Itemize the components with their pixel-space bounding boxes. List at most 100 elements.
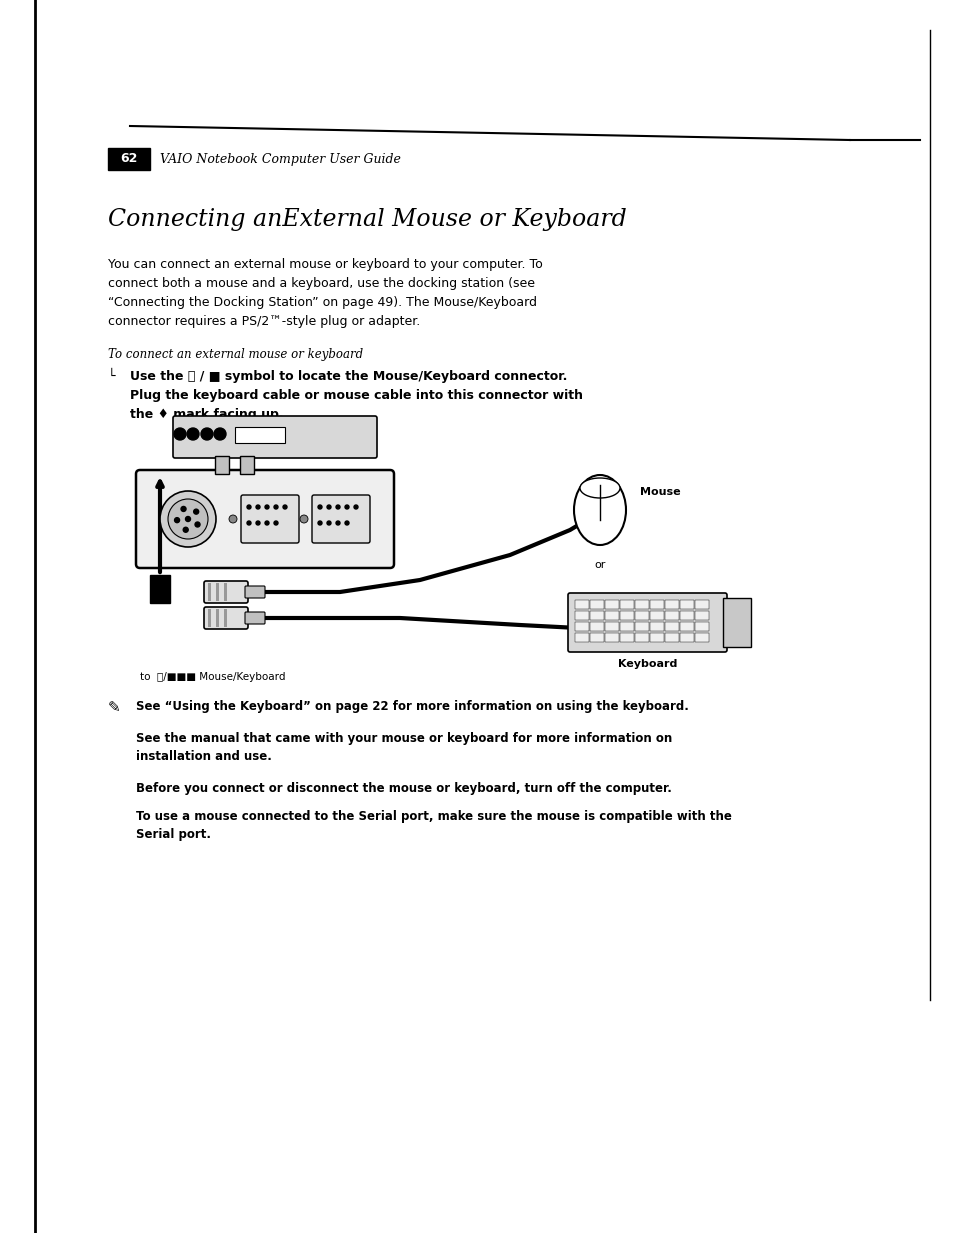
Circle shape <box>194 522 200 526</box>
Bar <box>619 612 634 620</box>
Text: the ♦ mark facing up.: the ♦ mark facing up. <box>130 408 283 420</box>
Circle shape <box>193 509 198 514</box>
Circle shape <box>345 506 349 509</box>
Ellipse shape <box>579 478 619 498</box>
Circle shape <box>201 428 213 440</box>
Bar <box>575 612 588 620</box>
Circle shape <box>185 517 191 522</box>
Circle shape <box>247 522 251 525</box>
Circle shape <box>229 515 236 523</box>
Bar <box>695 633 708 642</box>
FancyBboxPatch shape <box>204 581 248 603</box>
Bar <box>208 583 211 600</box>
Bar <box>604 600 618 609</box>
Text: connect both a mouse and a keyboard, use the docking station (see: connect both a mouse and a keyboard, use… <box>108 277 535 290</box>
Circle shape <box>173 428 186 440</box>
FancyBboxPatch shape <box>241 494 298 543</box>
Circle shape <box>255 522 260 525</box>
Circle shape <box>255 506 260 509</box>
Bar <box>664 600 679 609</box>
Bar <box>108 148 150 170</box>
Bar <box>589 612 603 620</box>
Circle shape <box>317 522 322 525</box>
Bar <box>604 612 618 620</box>
Circle shape <box>345 522 349 525</box>
Text: to  ⓙ/■■■ Mouse/Keyboard: to ⓙ/■■■ Mouse/Keyboard <box>140 672 285 682</box>
Text: Before you connect or disconnect the mouse or keyboard, turn off the computer.: Before you connect or disconnect the mou… <box>136 782 671 795</box>
Text: Use the ⓙ / ■ symbol to locate the Mouse/Keyboard connector.: Use the ⓙ / ■ symbol to locate the Mouse… <box>130 370 567 383</box>
Text: VAIO Notebook Computer User Guide: VAIO Notebook Computer User Guide <box>160 153 400 166</box>
Bar <box>575 621 588 631</box>
Bar <box>649 633 663 642</box>
Text: connector requires a PS/2™-style plug or adapter.: connector requires a PS/2™-style plug or… <box>108 314 420 328</box>
Text: Mouse: Mouse <box>639 487 679 497</box>
Circle shape <box>187 428 199 440</box>
Bar <box>664 612 679 620</box>
Ellipse shape <box>574 475 625 545</box>
Bar <box>695 600 708 609</box>
FancyBboxPatch shape <box>245 586 265 598</box>
Bar <box>679 633 693 642</box>
Bar <box>635 633 648 642</box>
Bar <box>635 600 648 609</box>
Circle shape <box>335 506 339 509</box>
Bar <box>649 600 663 609</box>
Text: └: └ <box>108 370 115 383</box>
Bar <box>589 621 603 631</box>
Circle shape <box>327 522 331 525</box>
Bar <box>208 609 211 628</box>
Bar <box>215 609 219 628</box>
Circle shape <box>274 506 277 509</box>
Bar <box>679 621 693 631</box>
Circle shape <box>317 506 322 509</box>
Circle shape <box>299 515 308 523</box>
Circle shape <box>283 506 287 509</box>
Bar <box>589 600 603 609</box>
Bar <box>664 633 679 642</box>
Bar <box>150 575 170 603</box>
Circle shape <box>327 506 331 509</box>
Circle shape <box>160 491 215 547</box>
Text: or: or <box>594 560 605 570</box>
Bar <box>224 609 227 628</box>
Text: ✎: ✎ <box>108 700 121 715</box>
Bar <box>619 600 634 609</box>
Circle shape <box>335 522 339 525</box>
Bar <box>722 598 750 647</box>
Text: Serial port.: Serial port. <box>136 829 211 841</box>
Text: “Connecting the Docking Station” on page 49). The Mouse/Keyboard: “Connecting the Docking Station” on page… <box>108 296 537 309</box>
Text: 62: 62 <box>120 153 137 165</box>
Circle shape <box>274 522 277 525</box>
Text: You can connect an external mouse or keyboard to your computer. To: You can connect an external mouse or key… <box>108 258 542 271</box>
Bar <box>604 621 618 631</box>
Bar <box>224 583 227 600</box>
Bar <box>215 583 219 600</box>
Bar <box>664 621 679 631</box>
Text: Keyboard: Keyboard <box>618 658 677 670</box>
Bar <box>234 427 285 443</box>
Bar <box>679 612 693 620</box>
Bar <box>240 456 253 473</box>
Bar <box>604 633 618 642</box>
Text: installation and use.: installation and use. <box>136 750 272 763</box>
FancyBboxPatch shape <box>567 593 726 652</box>
Bar <box>695 612 708 620</box>
Circle shape <box>181 507 186 512</box>
Bar <box>619 633 634 642</box>
Bar <box>635 612 648 620</box>
Text: See “Using the Keyboard” on page 22 for more information on using the keyboard.: See “Using the Keyboard” on page 22 for … <box>136 700 688 713</box>
Circle shape <box>168 499 208 539</box>
Circle shape <box>174 518 179 523</box>
Bar <box>589 633 603 642</box>
FancyBboxPatch shape <box>172 416 376 457</box>
Bar <box>575 633 588 642</box>
Circle shape <box>265 506 269 509</box>
Bar <box>679 600 693 609</box>
Bar <box>575 600 588 609</box>
Bar <box>695 621 708 631</box>
FancyBboxPatch shape <box>245 612 265 624</box>
Bar <box>619 621 634 631</box>
Bar <box>635 621 648 631</box>
Circle shape <box>265 522 269 525</box>
Text: See the manual that came with your mouse or keyboard for more information on: See the manual that came with your mouse… <box>136 732 672 745</box>
